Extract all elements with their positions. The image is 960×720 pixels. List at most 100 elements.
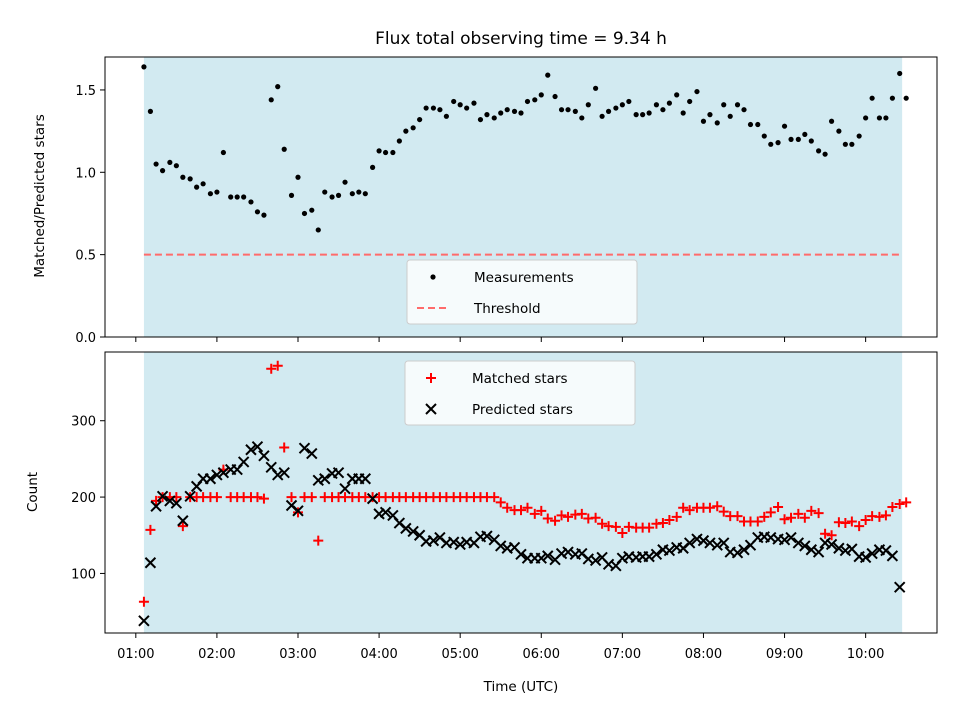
legend-marker-predicted: [425, 403, 437, 415]
y-tick-label: 200: [71, 491, 96, 506]
predicted-star-point: [366, 492, 379, 505]
predicted-star-point: [427, 534, 440, 547]
measurement-point: [356, 189, 362, 195]
measurement-point: [836, 128, 842, 134]
measurement-point: [599, 113, 605, 119]
predicted-star-point: [562, 546, 574, 558]
matched-star-point: [752, 516, 763, 527]
matched-star-point: [556, 510, 567, 521]
measurement-point: [261, 212, 267, 218]
measurement-point: [741, 107, 747, 113]
measurement-point: [362, 191, 368, 197]
predicted-star-point: [272, 469, 284, 481]
y-axis-label-counts: Count: [25, 472, 41, 512]
predicted-star-point: [379, 506, 392, 519]
measurement-point: [471, 100, 477, 106]
measurement-point: [640, 112, 646, 118]
matched-star-point: [550, 515, 561, 526]
measurement-point: [646, 110, 652, 116]
chart-title: Flux total observing time = 9.34 h: [375, 29, 667, 49]
matched-star-point: [292, 507, 303, 518]
x-tick-label: 10:00: [847, 647, 884, 662]
matched-star-point: [542, 513, 553, 524]
matched-star-point: [887, 502, 898, 513]
predicted-star-point: [170, 497, 183, 509]
measurement-point: [666, 100, 672, 106]
measurement-point: [883, 115, 889, 121]
measurement-point: [159, 168, 166, 174]
matched-star-point: [313, 535, 324, 546]
measurement-point: [423, 105, 429, 111]
measurement-point: [538, 92, 544, 98]
predicted-star-point: [278, 466, 290, 479]
measurement-point: [417, 116, 423, 123]
predicted-star-point: [805, 544, 818, 556]
measurement-point: [396, 138, 402, 144]
measurement-point: [153, 161, 159, 167]
predicted-star-point: [812, 546, 825, 558]
matched-star-point: [773, 502, 784, 513]
predicted-star-point: [258, 450, 270, 462]
matched-star-point: [854, 521, 865, 532]
measurement-point: [301, 210, 308, 217]
measurement-point: [315, 227, 321, 233]
x-axis-label: Time (UTC): [483, 679, 559, 695]
measurement-point: [761, 133, 767, 139]
measurement-point: [795, 136, 801, 142]
measurement-point: [816, 148, 822, 154]
legend-marker-measurements: [430, 274, 436, 280]
measurement-point: [700, 118, 707, 124]
matched-star-point: [657, 518, 668, 529]
predicted-star-point: [866, 547, 878, 560]
measurement-point: [342, 179, 348, 185]
predicted-star-point: [589, 554, 602, 567]
predicted-star-point: [156, 490, 169, 503]
predicted-star-point: [138, 615, 150, 627]
measurement-point: [173, 163, 179, 169]
measurement-point: [674, 92, 680, 98]
matched-star-point: [495, 497, 506, 508]
matched-star-point: [610, 521, 621, 532]
measurement-point: [207, 191, 214, 197]
measurement-point: [329, 194, 335, 200]
measurement-point: [141, 64, 147, 70]
matched-star-point: [779, 514, 790, 525]
y-tick-label: 0.0: [75, 331, 96, 346]
measurement-point: [613, 105, 619, 111]
measurement-point: [593, 85, 599, 91]
x-tick-label: 01:00: [117, 647, 154, 662]
predicted-star-point: [306, 447, 318, 460]
y-tick-label: 0.5: [75, 249, 96, 264]
predicted-star-point: [292, 505, 304, 517]
predicted-star-point: [535, 552, 547, 564]
matched-star-point: [704, 502, 715, 513]
matched-star-point: [786, 512, 797, 523]
predicted-star-point: [711, 539, 723, 551]
matched-star-point: [840, 518, 851, 529]
matched-star-point: [536, 505, 547, 516]
measurement-point: [484, 112, 490, 118]
x-tick-label: 07:00: [604, 647, 641, 662]
measurement-point: [382, 149, 389, 156]
measurement-point: [802, 131, 808, 138]
predicted-star-point: [211, 469, 223, 481]
measurement-point: [619, 102, 625, 108]
predicted-star-point: [663, 544, 676, 557]
predicted-star-point: [400, 522, 412, 535]
measurement-point: [214, 189, 220, 195]
predicted-star-point: [245, 444, 257, 456]
x-tick-label: 06:00: [523, 647, 560, 662]
measurement-point: [228, 194, 234, 200]
measurement-point: [687, 98, 693, 105]
matched-star-point: [901, 497, 912, 508]
measurement-point: [579, 115, 585, 121]
predicted-star-point: [731, 547, 744, 559]
matched-star-point: [151, 495, 162, 506]
axes-frame: [104, 351, 938, 634]
matched-star-point: [894, 498, 905, 509]
predicted-star-point: [650, 548, 663, 561]
predicted-star-point: [332, 466, 345, 479]
predicted-star-point: [237, 456, 250, 468]
matched-star-point: [617, 527, 628, 538]
legend-box: [404, 360, 636, 426]
